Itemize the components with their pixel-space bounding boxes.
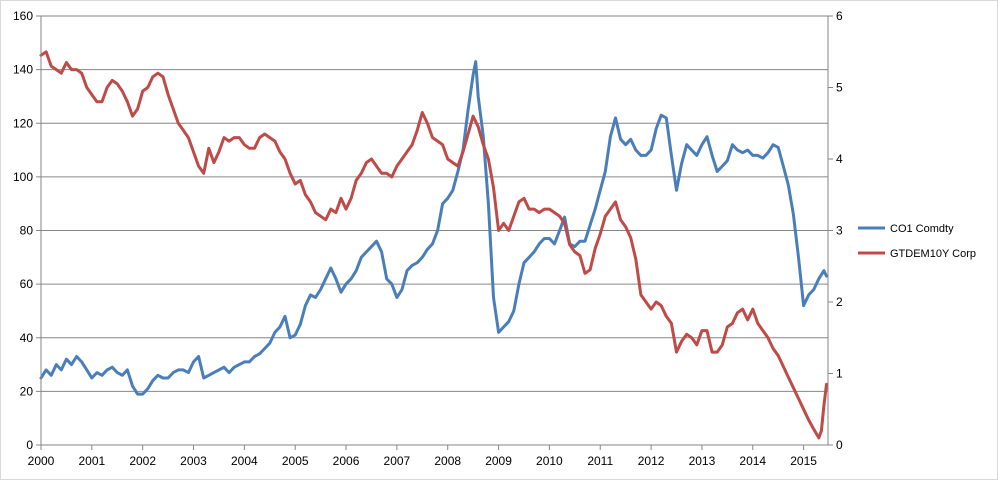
x-tick-label: 2007 xyxy=(384,454,411,468)
series-line-gtdem10y-corp xyxy=(39,50,828,440)
legend-label: GTDEM10Y Corp xyxy=(890,248,976,260)
x-tick-label: 2001 xyxy=(78,454,105,468)
y-left-tick-label: 140 xyxy=(13,63,33,77)
y-right-tick-label: 1 xyxy=(836,367,843,381)
x-tick-label: 2002 xyxy=(129,454,156,468)
x-tick-label: 2003 xyxy=(180,454,207,468)
y-left-tick-label: 100 xyxy=(13,170,33,184)
x-tick-label: 2008 xyxy=(434,454,461,468)
legend-label: CO1 Comdty xyxy=(890,223,954,235)
x-tick-label: 2006 xyxy=(333,454,360,468)
y-right-tick-label: 4 xyxy=(836,152,843,166)
legend: CO1 Comdty GTDEM10Y Corp xyxy=(858,223,976,260)
x-tick-label: 2014 xyxy=(739,454,766,468)
y-right-tick-label: 0 xyxy=(836,438,843,452)
x-tick-label: 2009 xyxy=(485,454,512,468)
series-line-co1-comdty xyxy=(39,60,828,396)
y-left-tick-label: 0 xyxy=(26,438,33,452)
axes: 0 20 40 60 80 100 120 140 160 0 1 2 3 4 5 6 2000 2001 2002… xyxy=(13,9,843,468)
x-tick-label: 2000 xyxy=(28,454,55,468)
series-lines xyxy=(39,50,828,440)
y-right-tick-label: 2 xyxy=(836,295,843,309)
gridlines xyxy=(41,15,828,392)
x-tick-label: 2010 xyxy=(536,454,563,468)
x-tick-label: 2012 xyxy=(638,454,665,468)
y-right-tick-label: 5 xyxy=(836,81,843,95)
y-left-tick-label: 80 xyxy=(20,224,34,238)
y-left-tick-label: 40 xyxy=(20,331,34,345)
y-left-tick-label: 120 xyxy=(13,116,33,130)
y-left-tick-label: 20 xyxy=(20,384,34,398)
y-left-tick-label: 160 xyxy=(13,9,33,23)
x-tick-label: 2004 xyxy=(231,454,258,468)
y-left-tick-label: 60 xyxy=(20,277,34,291)
x-tick-label: 2011 xyxy=(587,454,613,468)
x-tick-label: 2005 xyxy=(282,454,309,468)
x-tick-label: 2013 xyxy=(689,454,716,468)
y-right-tick-label: 3 xyxy=(836,224,843,238)
y-right-tick-label: 6 xyxy=(836,9,843,23)
x-tick-label: 2015 xyxy=(790,454,817,468)
